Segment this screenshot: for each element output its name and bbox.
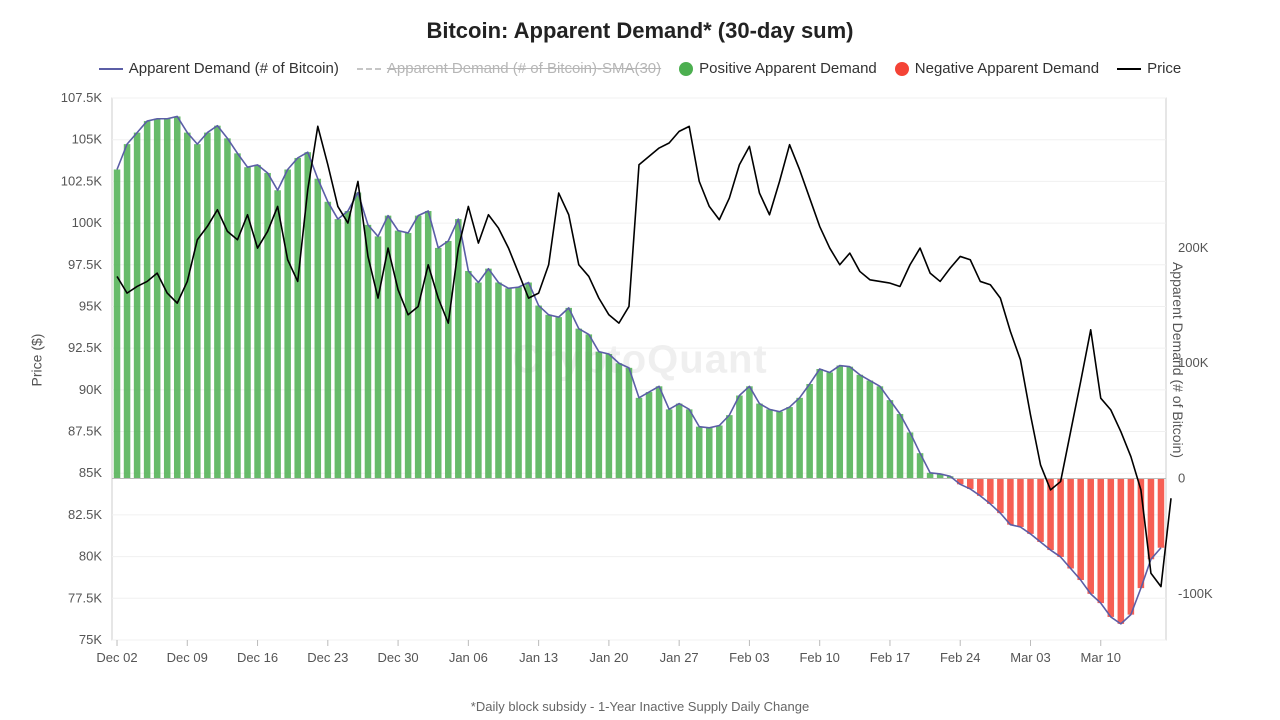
svg-text:97.5K: 97.5K <box>68 257 102 272</box>
svg-text:95K: 95K <box>79 298 102 313</box>
svg-text:100K: 100K <box>72 215 103 230</box>
svg-text:Dec 09: Dec 09 <box>167 650 208 665</box>
svg-text:102.5K: 102.5K <box>61 173 103 188</box>
svg-text:107.5K: 107.5K <box>61 90 103 105</box>
svg-text:85K: 85K <box>79 465 102 480</box>
svg-text:100K: 100K <box>1178 355 1209 370</box>
svg-text:Mar 03: Mar 03 <box>1010 650 1050 665</box>
svg-text:Feb 10: Feb 10 <box>799 650 839 665</box>
svg-text:200K: 200K <box>1178 240 1209 255</box>
chart-svg: 75K 77.5K 80K 82.5K 85K 87.5K 90K 92.5K 95K 97.5K… <box>0 0 1280 720</box>
svg-text:92.5K: 92.5K <box>68 340 102 355</box>
svg-text:Dec 02: Dec 02 <box>96 650 137 665</box>
svg-text:Dec 30: Dec 30 <box>377 650 418 665</box>
svg-text:Jan 20: Jan 20 <box>589 650 628 665</box>
svg-text:82.5K: 82.5K <box>68 507 102 522</box>
svg-text:75K: 75K <box>79 632 102 647</box>
svg-text:Jan 27: Jan 27 <box>660 650 699 665</box>
svg-text:Mar 10: Mar 10 <box>1081 650 1121 665</box>
svg-text:-100K: -100K <box>1178 586 1213 601</box>
svg-text:77.5K: 77.5K <box>68 590 102 605</box>
svg-text:Feb 24: Feb 24 <box>940 650 980 665</box>
svg-text:80K: 80K <box>79 549 102 564</box>
svg-text:Feb 03: Feb 03 <box>729 650 769 665</box>
svg-text:0: 0 <box>1178 471 1185 486</box>
svg-text:87.5K: 87.5K <box>68 424 102 439</box>
chart-footnote: *Daily block subsidy - 1-Year Inactive S… <box>0 699 1280 714</box>
svg-text:Feb 17: Feb 17 <box>870 650 910 665</box>
svg-text:Jan 06: Jan 06 <box>449 650 488 665</box>
svg-text:Dec 23: Dec 23 <box>307 650 348 665</box>
svg-text:Dec 16: Dec 16 <box>237 650 278 665</box>
svg-text:105K: 105K <box>72 132 103 147</box>
svg-text:90K: 90K <box>79 382 102 397</box>
svg-text:Jan 13: Jan 13 <box>519 650 558 665</box>
chart-container: Bitcoin: Apparent Demand* (30-day sum) A… <box>0 0 1280 720</box>
